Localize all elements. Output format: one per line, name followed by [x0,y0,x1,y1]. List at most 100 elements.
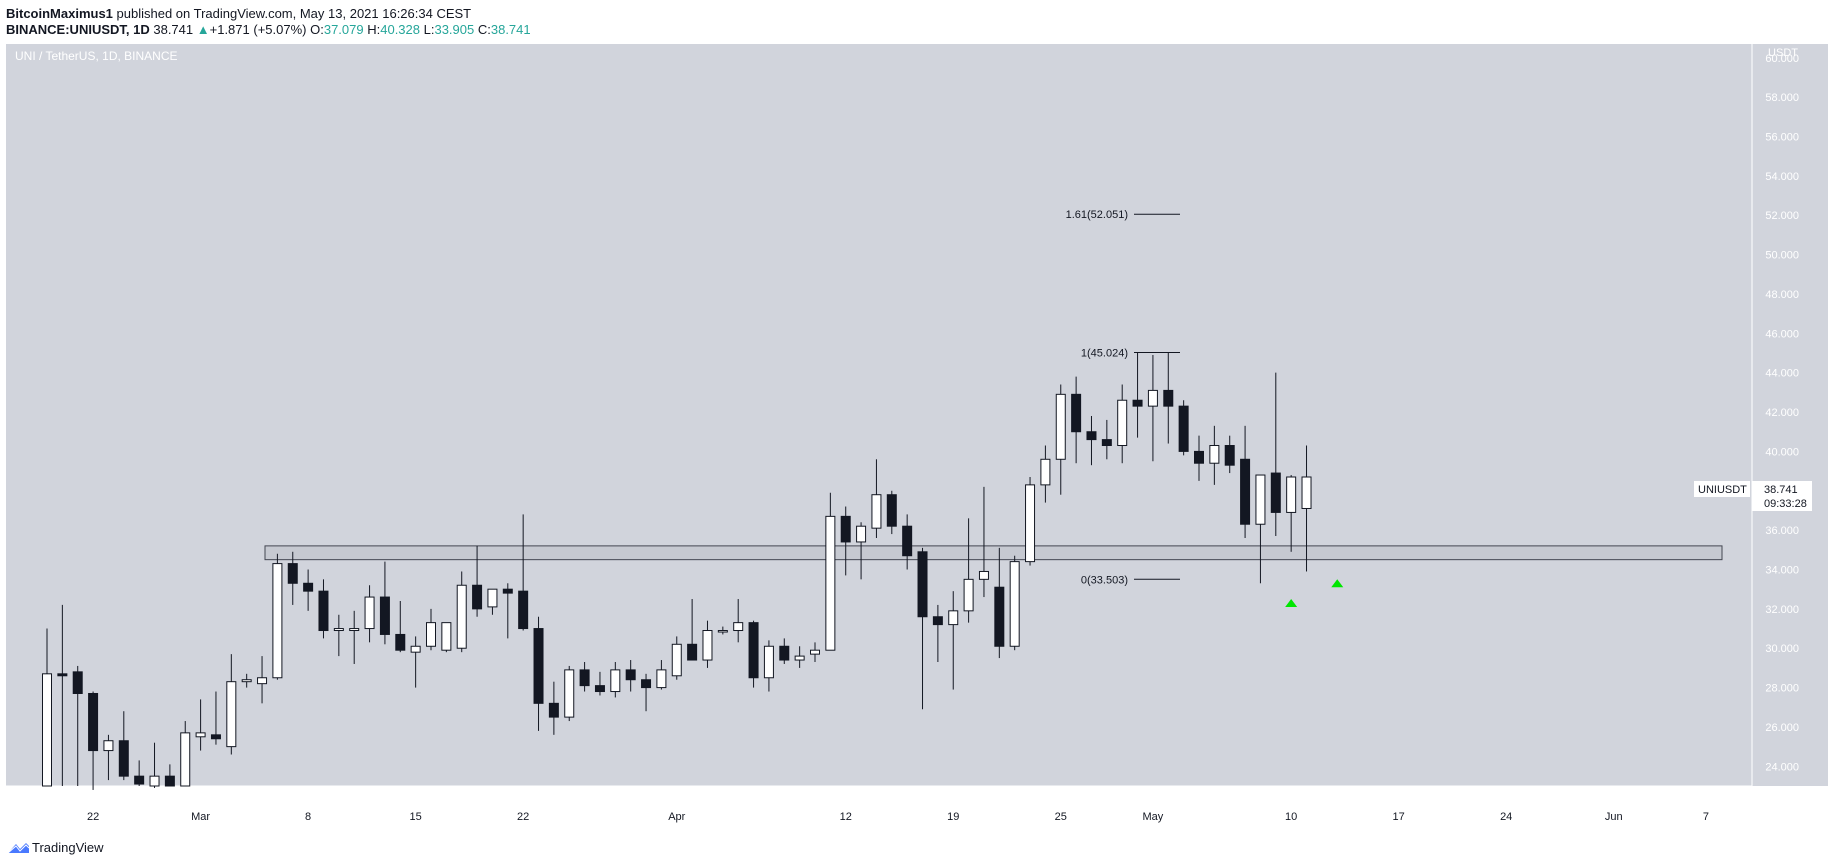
candle-up[interactable] [1147,354,1158,462]
candle-down[interactable] [1240,425,1251,539]
candle-up[interactable] [1040,445,1051,503]
candle-down[interactable] [625,660,636,692]
candle-down[interactable] [164,764,175,787]
candle-down[interactable] [594,671,605,696]
candle-down[interactable] [748,620,759,688]
candle-up[interactable] [1009,555,1020,651]
candle-down[interactable] [72,665,83,786]
tradingview-brand[interactable]: TradingView [32,840,104,855]
candle-up[interactable] [103,734,114,781]
candle-up[interactable] [1209,425,1220,485]
candle-down[interactable] [57,604,68,786]
candle-up[interactable] [963,518,974,623]
candle-up[interactable] [733,599,744,643]
candle-down[interactable] [902,514,913,570]
candle-up[interactable] [364,585,375,643]
candle-up[interactable] [564,665,575,722]
candle-down[interactable] [779,638,790,664]
candle-up[interactable] [410,636,421,688]
candle-down[interactable] [210,691,221,745]
candle-up[interactable] [1255,474,1266,584]
candle-up[interactable] [226,654,237,755]
candle-up[interactable] [825,492,836,651]
candle-down[interactable] [641,673,652,712]
candle-up[interactable] [349,610,360,664]
candle-body [1209,445,1220,464]
candle-down[interactable] [687,599,698,661]
price-label-symbol-box [1694,481,1750,497]
candle-down[interactable] [472,545,483,617]
tradingview-logo-icon[interactable] [6,840,30,856]
candle-down[interactable] [932,604,943,663]
candle-down[interactable] [395,600,406,653]
y-tick-label: 46.000 [1765,328,1799,340]
candle-up[interactable] [794,646,805,668]
candle-down[interactable] [1132,353,1143,438]
candle-up[interactable] [1301,445,1312,572]
candle-up[interactable] [717,626,728,635]
candlestick-chart[interactable]: UNI / TetherUS, 1D, BINANCE USDT 24.000 2… [0,44,1828,830]
candle-down[interactable] [994,547,1005,659]
candle-down[interactable] [579,662,590,692]
candle-down[interactable] [502,583,513,639]
candle-up[interactable] [487,588,498,615]
candle-up[interactable] [272,553,283,680]
candle-down[interactable] [134,760,145,786]
candle-up[interactable] [426,608,436,651]
candle-up[interactable] [871,459,882,539]
candle-up[interactable] [441,622,452,653]
candle-down[interactable] [379,561,390,645]
candle-down[interactable] [1270,372,1281,537]
candle-body [1286,476,1297,513]
candle-up[interactable] [702,620,713,668]
x-tick-label: 19 [947,811,959,823]
fib-level[interactable]: 0(33.503) [1081,574,1180,586]
candle-down[interactable] [318,579,329,639]
candle-up[interactable] [856,522,867,580]
candle-up[interactable] [610,662,621,698]
candle-up[interactable] [42,628,52,787]
candle-up[interactable] [257,656,268,704]
candle-up[interactable] [333,614,344,657]
candle-down[interactable] [548,681,559,735]
candle-up[interactable] [1117,384,1128,464]
candle-down[interactable] [533,616,544,731]
candle-down[interactable] [917,547,928,710]
fib-level[interactable]: 1(45.024) [1081,348,1180,360]
candle-down[interactable] [1163,353,1174,444]
candle-up[interactable] [948,591,959,690]
candle-down[interactable] [1071,376,1082,464]
candle-down[interactable] [1194,435,1204,481]
candle-up[interactable] [180,721,191,787]
author-name[interactable]: BitcoinMaximus1 [6,6,113,21]
candle-down[interactable] [840,506,851,576]
candle-down[interactable] [118,711,129,781]
candle-body [395,633,406,651]
candle-down[interactable] [287,551,298,605]
candle-down[interactable] [1101,419,1112,460]
candle-up[interactable] [241,673,252,688]
fib-level[interactable]: 1.61(52.051) [1066,209,1180,221]
candle-body [840,515,851,543]
candle-up[interactable] [810,642,820,663]
candle-down[interactable] [1178,400,1189,456]
x-tick-label: 10 [1285,811,1297,823]
candle-down[interactable] [88,691,99,790]
candle-up[interactable] [195,699,206,751]
candle-down[interactable] [886,490,897,535]
up-arrow-icon [1331,579,1344,588]
candle-up[interactable] [456,571,467,653]
candle-up[interactable] [1286,475,1297,552]
candle-up[interactable] [763,640,774,692]
candle-down[interactable] [303,569,314,611]
candle-up[interactable] [978,486,989,598]
candle-down[interactable] [1224,435,1235,474]
candle-down[interactable] [518,514,529,631]
candle-up[interactable] [149,742,160,788]
candle-up[interactable] [1055,384,1066,495]
chart-area[interactable]: UNI / TetherUS, 1D, BINANCE USDT 24.000 2… [0,44,1828,830]
candle-down[interactable] [1086,415,1097,466]
candle-up[interactable] [1025,476,1036,566]
candle-up[interactable] [656,660,667,690]
candle-up[interactable] [671,636,682,680]
